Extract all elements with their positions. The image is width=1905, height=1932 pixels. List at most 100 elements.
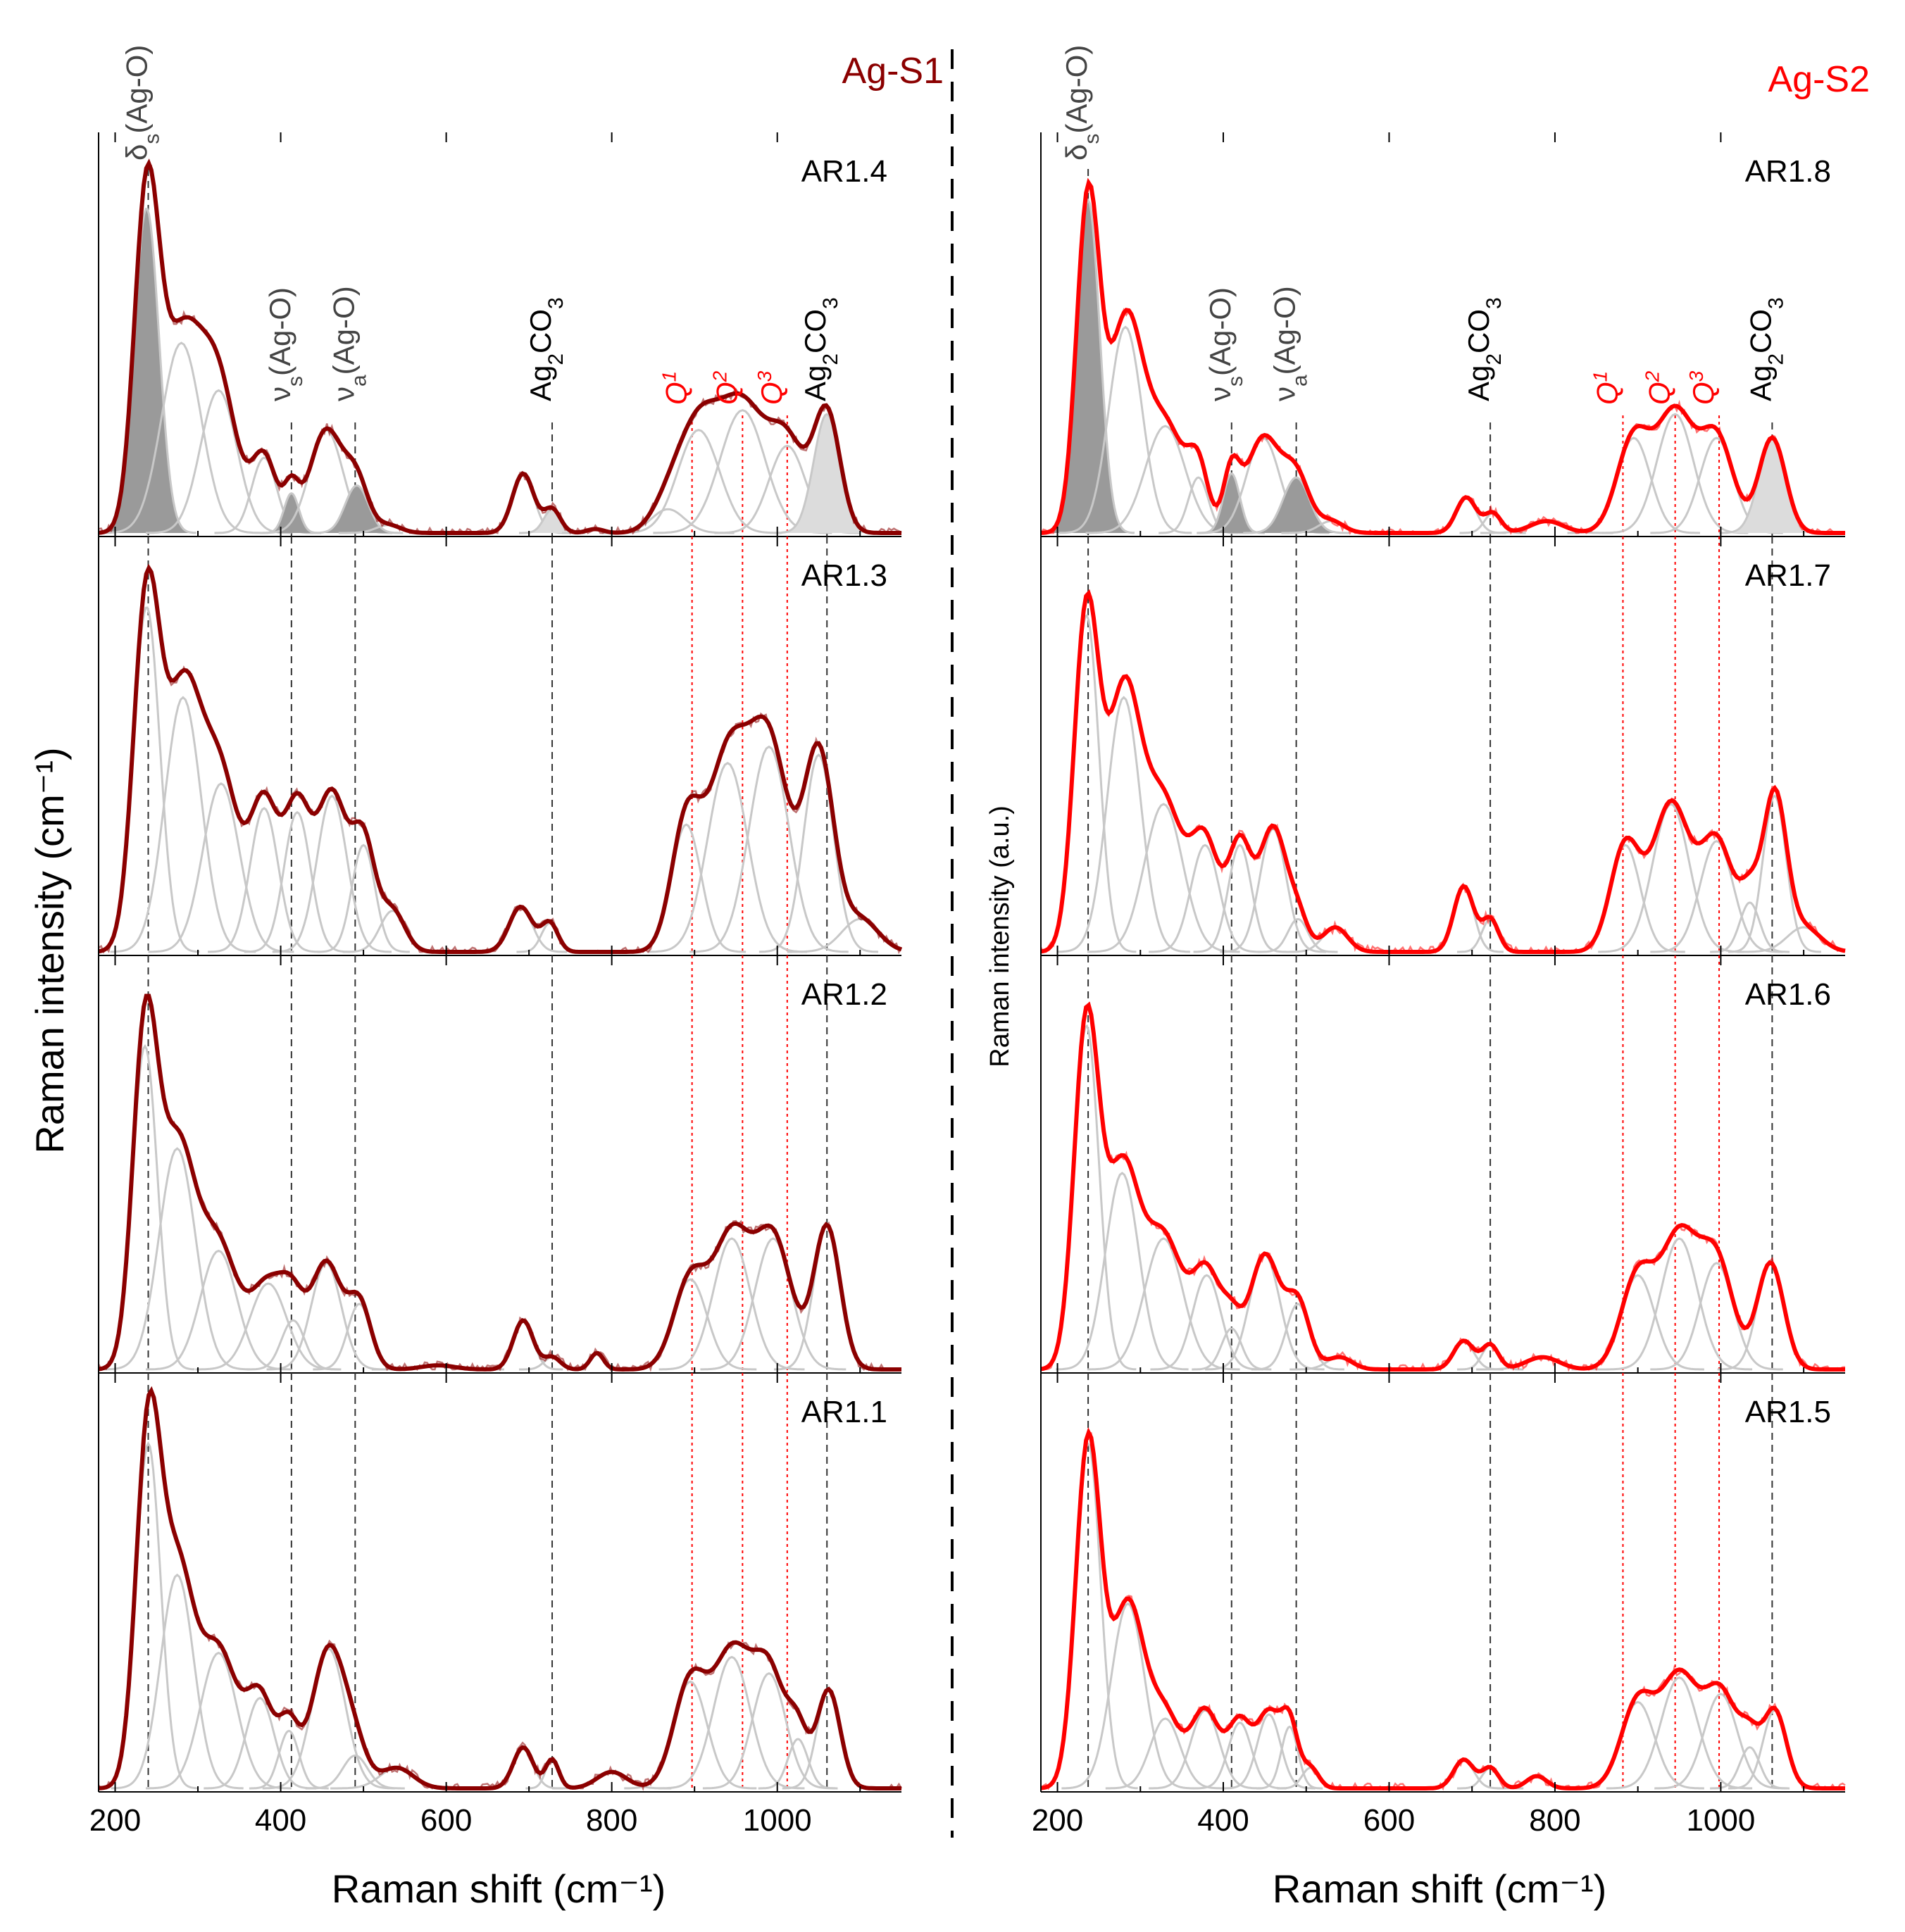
q-letter: Q xyxy=(1590,382,1623,405)
x-axis-title-ag-s2: Raman shift (cm⁻¹) xyxy=(1273,1867,1607,1911)
component-peak xyxy=(148,782,294,953)
label-part: (Ag-O) xyxy=(1204,287,1237,376)
label-part: 2 xyxy=(1482,353,1506,365)
label-part: 3 xyxy=(819,297,842,309)
x-tick-label: 1000 xyxy=(743,1803,812,1838)
reference-line-label: δs(Ag-O) xyxy=(120,45,164,161)
q-line-label: Q1 xyxy=(658,371,693,405)
component-peak xyxy=(1087,1237,1240,1371)
panel-label: AR1.4 xyxy=(801,154,887,189)
reference-line-label: Ag2CO3 xyxy=(1462,297,1506,401)
q-letter: Q xyxy=(1687,382,1720,405)
component-peak xyxy=(1606,1237,1753,1371)
x-tick-label: 800 xyxy=(586,1803,637,1838)
component-peak xyxy=(305,1754,405,1790)
label-part: (Ag-O) xyxy=(1060,45,1093,134)
component-peak xyxy=(1717,1262,1824,1371)
component-peak xyxy=(601,508,735,534)
raw-spectrum xyxy=(1040,1431,1846,1791)
shaded-peak xyxy=(99,208,196,533)
shaded-peak xyxy=(1042,200,1135,533)
component-peak xyxy=(98,606,200,953)
fit-envelope xyxy=(1040,1427,1845,1790)
label-part: 3 xyxy=(1482,297,1506,309)
reference-line-label: νa(Ag-O) xyxy=(327,286,370,401)
component-peak xyxy=(1710,1746,1790,1790)
label-part: ν xyxy=(1268,387,1301,401)
component-peak xyxy=(1650,839,1783,953)
x-tick-label: 1000 xyxy=(1686,1803,1755,1838)
x-tick-label: 800 xyxy=(1529,1803,1580,1838)
label-part: (Ag-O) xyxy=(1268,286,1301,375)
label-part: CO xyxy=(799,309,832,353)
component-peak xyxy=(1061,1602,1194,1790)
q-letter: Q xyxy=(660,382,693,405)
component-peak xyxy=(1193,1721,1287,1790)
panel-label: AR1.2 xyxy=(801,977,887,1012)
label-part: (Ag-O) xyxy=(327,286,360,375)
label-part: 3 xyxy=(544,297,568,309)
panel-ar1-6: AR1.6 xyxy=(1040,955,1846,1374)
reference-line-label: Ag2CO3 xyxy=(799,297,842,401)
component-peak xyxy=(1058,325,1192,534)
label-part: ν xyxy=(327,387,360,401)
q-line-label: Q2 xyxy=(708,370,744,405)
component-peak xyxy=(249,1729,329,1790)
raw-spectrum xyxy=(97,994,901,1372)
component-peak xyxy=(1650,1262,1783,1371)
fit-envelope xyxy=(98,158,901,535)
label-part: Ag xyxy=(1462,365,1495,401)
raw-spectrum xyxy=(1041,1001,1846,1372)
panel-ar1-1: AR1.1 xyxy=(98,1373,903,1793)
label-part: s xyxy=(1223,376,1247,387)
shaded-peak xyxy=(1719,438,1825,533)
component-peak xyxy=(1567,437,1701,534)
q-index: 1 xyxy=(1589,371,1611,382)
component-peak xyxy=(1710,901,1790,953)
panel-label: AR1.3 xyxy=(801,558,887,593)
reference-line-label: νs(Ag-O) xyxy=(1204,287,1247,401)
label-part: δ xyxy=(1060,144,1093,161)
label-part: (Ag-O) xyxy=(263,287,296,376)
component-peak xyxy=(1105,1717,1225,1790)
label-part: Ag xyxy=(524,365,557,401)
component-peak xyxy=(272,794,392,953)
panel-label: AR1.1 xyxy=(801,1395,887,1429)
component-peak xyxy=(310,484,404,534)
component-peak xyxy=(1222,1713,1316,1790)
panel-ar1-4: AR1.4 xyxy=(98,132,902,537)
component-peak xyxy=(146,389,292,534)
component-peak xyxy=(244,810,351,953)
label-part: (Ag-O) xyxy=(120,45,154,134)
component-peak xyxy=(1606,1676,1753,1790)
component-peak xyxy=(1256,1725,1323,1790)
label-part: a xyxy=(1288,375,1311,387)
x-tick-label: 200 xyxy=(1032,1803,1083,1838)
panel-ar1-5: AR1.5 xyxy=(1040,1373,1846,1793)
component-peak xyxy=(758,753,879,953)
component-peak xyxy=(483,1319,563,1371)
component-peak xyxy=(700,1237,847,1371)
label-part: 2 xyxy=(819,353,842,365)
component-peak xyxy=(262,1647,395,1790)
component-peak xyxy=(658,1237,805,1371)
shaded-peak xyxy=(261,493,322,533)
fit-envelope xyxy=(98,563,903,954)
component-peak xyxy=(204,1697,317,1790)
component-peak xyxy=(1149,1709,1262,1790)
panel-ar1-8: AR1.8 xyxy=(1039,132,1846,537)
component-peak xyxy=(1258,917,1338,953)
q-letter: Q xyxy=(1643,382,1676,405)
fit-envelope xyxy=(98,1386,901,1790)
reference-line-label: νs(Ag-O) xyxy=(263,287,307,401)
x-tick-label: 600 xyxy=(420,1803,472,1838)
fit-envelope xyxy=(1040,589,1846,954)
group-title-ag-s1: Ag-S1 xyxy=(842,51,944,92)
component-peak xyxy=(1243,476,1349,534)
label-part: Ag xyxy=(799,365,832,401)
component-peak xyxy=(702,1672,835,1790)
component-peak xyxy=(1057,696,1190,953)
q-line-label: Q2 xyxy=(1641,370,1676,405)
shaded-peak xyxy=(1198,473,1265,533)
component-peak xyxy=(1193,843,1287,953)
